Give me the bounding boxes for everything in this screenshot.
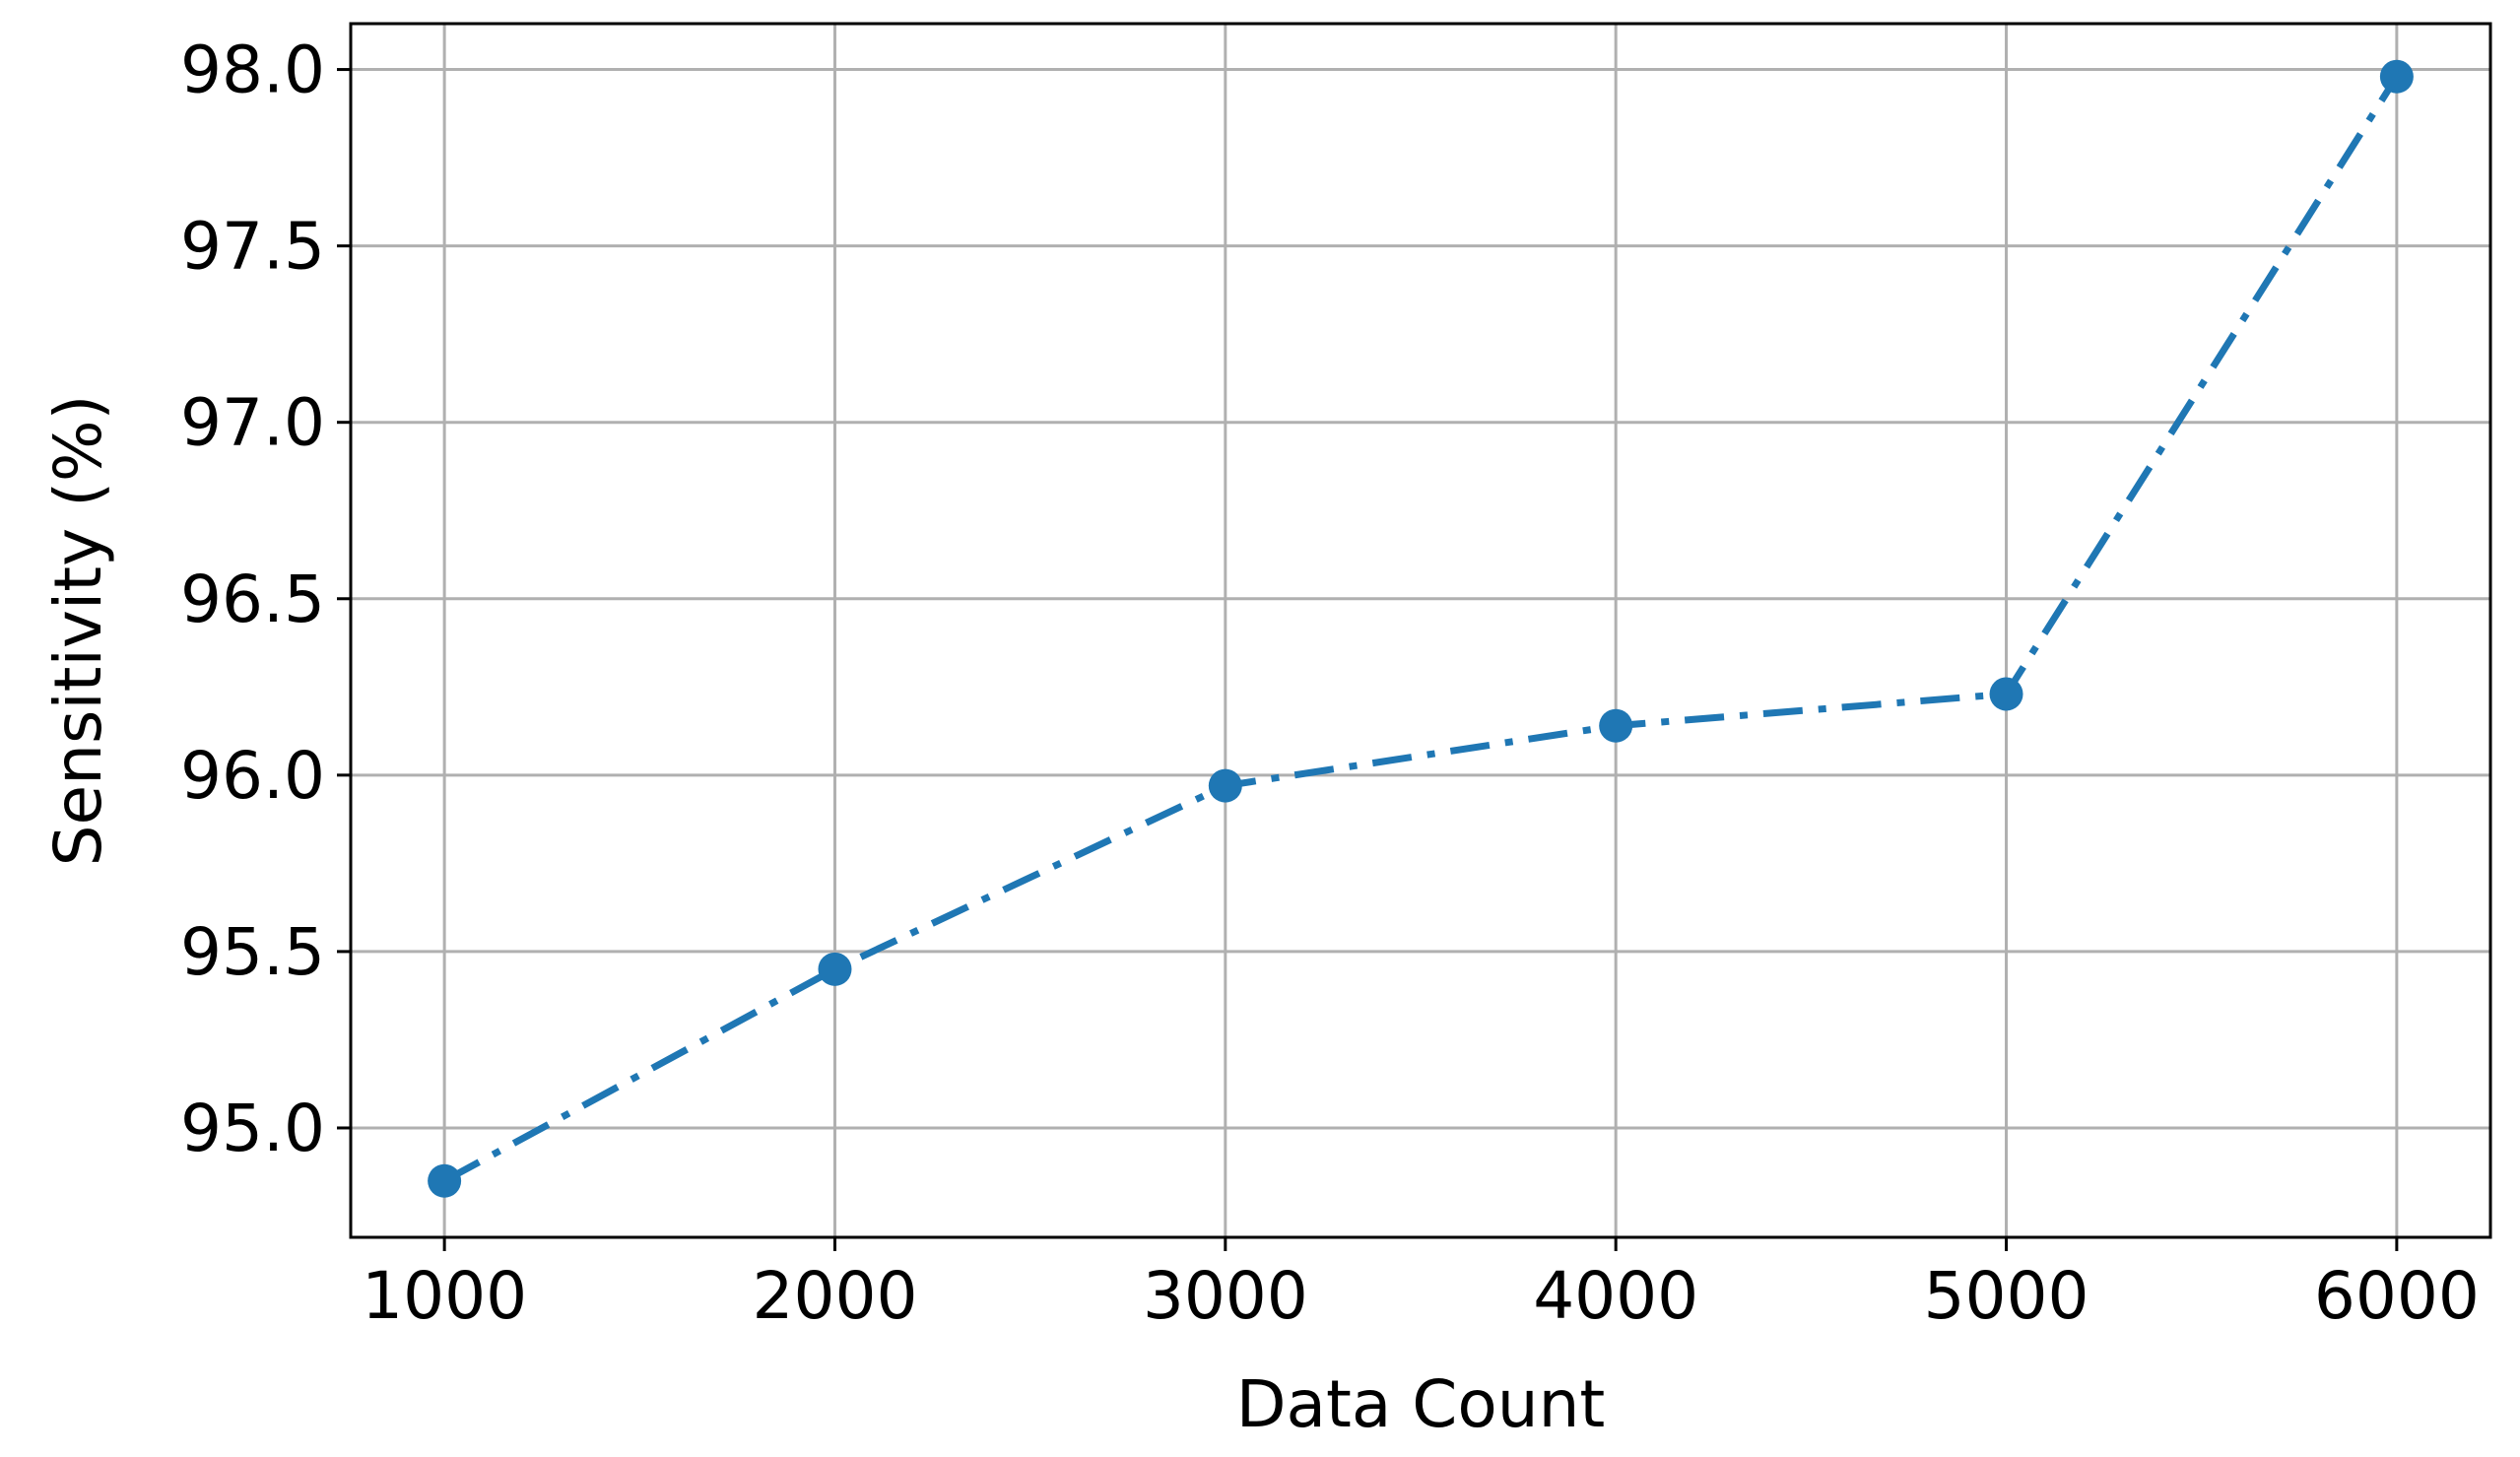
y-tick-label: 95.5	[180, 914, 325, 990]
x-axis-ticks: 1000 2000 3000 4000 5000 6000	[362, 1237, 2480, 1334]
data-point	[2379, 59, 2414, 94]
x-tick-label: 6000	[2314, 1258, 2480, 1334]
y-tick-label: 96.5	[180, 562, 325, 637]
data-point	[428, 1163, 462, 1198]
y-tick-label: 97.5	[180, 209, 325, 285]
y-tick-label: 97.0	[180, 385, 325, 461]
x-axis-label: Data Count	[1236, 1366, 1606, 1442]
y-axis-label: Sensitivity (%)	[40, 395, 116, 867]
y-tick-label: 98.0	[180, 33, 325, 108]
grid	[351, 24, 2490, 1237]
data-point	[1599, 708, 1633, 743]
y-tick-label: 96.0	[180, 738, 325, 814]
data-point	[1989, 677, 2023, 711]
x-tick-label: 1000	[362, 1258, 527, 1334]
y-axis-ticks: 95.0 95.5 96.0 96.5 97.0 97.5 98.0	[180, 33, 351, 1166]
x-tick-label: 5000	[1924, 1258, 2089, 1334]
data-point	[818, 952, 852, 986]
x-tick-label: 3000	[1143, 1258, 1308, 1334]
plot-frame	[349, 22, 2492, 1239]
series-path	[442, 74, 2400, 1184]
x-tick-label: 4000	[1533, 1258, 1698, 1334]
series-line	[428, 59, 2414, 1198]
x-tick-label: 2000	[752, 1258, 917, 1334]
y-tick-label: 95.0	[180, 1091, 325, 1166]
data-point	[1208, 768, 1242, 803]
